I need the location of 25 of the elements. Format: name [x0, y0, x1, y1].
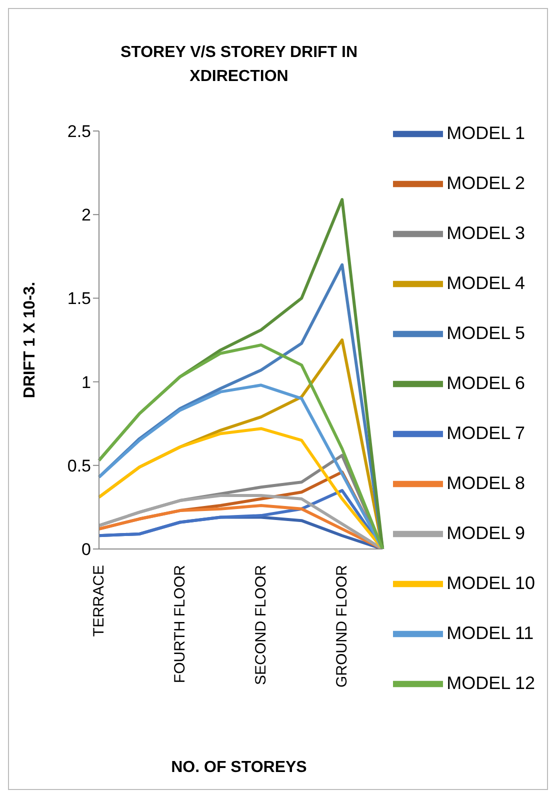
legend-label: MODEL 9 — [446, 522, 525, 543]
y-tick-label: 0.5 — [67, 456, 91, 476]
x-tick-label: SECOND FLOOR — [252, 564, 270, 686]
chart-title: STOREY V/S STOREY DRIFT IN XDIRECTION — [119, 43, 359, 87]
legend-label: MODEL 5 — [446, 322, 525, 343]
legend-label: MODEL 10 — [446, 572, 535, 593]
y-tick-label: 0 — [82, 540, 91, 560]
y-axis-title: DRIFT 1 X 10-3. — [22, 282, 39, 398]
legend-label: MODEL 8 — [446, 472, 525, 493]
legend-label: MODEL 7 — [446, 422, 525, 443]
y-tick-label: 2.5 — [67, 122, 91, 142]
legend-label: MODEL 11 — [446, 622, 534, 643]
legend-label: MODEL 2 — [446, 172, 525, 193]
x-tick-label: FOURTH FLOOR — [172, 564, 189, 684]
legend-label: MODEL 12 — [446, 672, 535, 693]
x-tick-label: GROUND FLOOR — [334, 564, 351, 688]
y-tick-label: 1 — [82, 372, 91, 392]
legend-label: MODEL 3 — [446, 222, 525, 243]
legend-label: MODEL 6 — [446, 372, 525, 393]
x-axis-title: NO. OF STOREYS — [170, 759, 308, 777]
y-tick-label: 2 — [82, 206, 91, 225]
y-tick-label: 1.5 — [67, 289, 91, 308]
legend-label: MODEL 1 — [446, 122, 525, 143]
legend-label: MODEL 4 — [446, 272, 525, 293]
x-tick-label: TERRACE — [90, 565, 108, 637]
